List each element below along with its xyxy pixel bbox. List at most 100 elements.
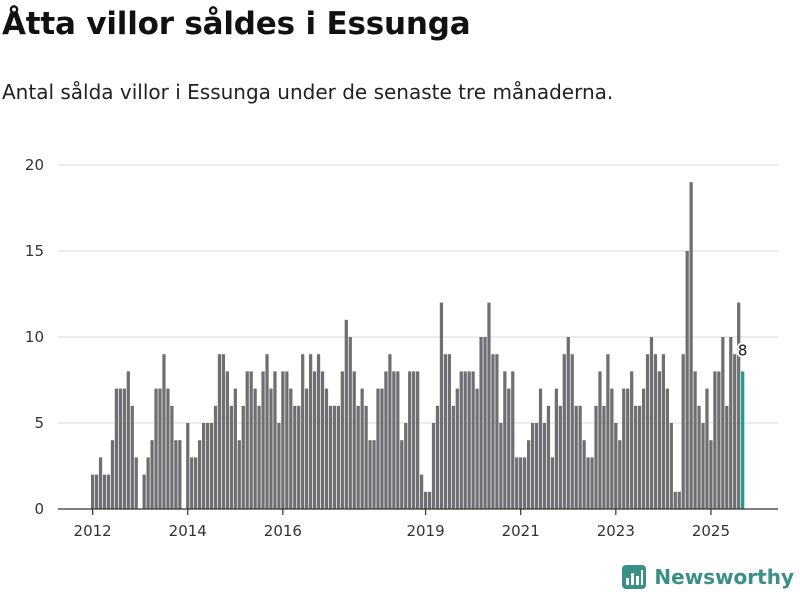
- bar: [305, 388, 309, 509]
- bar: [463, 371, 467, 509]
- bar: [618, 440, 622, 509]
- bar: [277, 423, 281, 509]
- bar: [630, 371, 634, 509]
- bar: [158, 388, 162, 509]
- bar: [142, 474, 146, 509]
- y-tick-label: 0: [34, 500, 44, 518]
- bar: [661, 354, 666, 509]
- brand-logo: Newsworthy: [622, 562, 794, 592]
- bar: [554, 388, 558, 509]
- bar: [507, 388, 511, 509]
- bar: [201, 423, 206, 509]
- bar: [110, 440, 115, 509]
- bar-chart: 0 5 10 15 20 2012 2014 2016 2019 2021 2023 2025 8: [25, 156, 778, 540]
- bar: [94, 474, 99, 509]
- bar: [645, 354, 650, 509]
- bar: [503, 371, 507, 509]
- bar: [665, 388, 669, 509]
- bar: [653, 354, 658, 509]
- bar: [316, 354, 321, 509]
- bar: [281, 371, 285, 509]
- bar: [713, 371, 717, 509]
- bar: [233, 388, 237, 509]
- bar: [154, 388, 158, 509]
- bar: [285, 371, 289, 509]
- bar: [348, 337, 352, 509]
- bar: [237, 440, 241, 509]
- bar: [649, 337, 654, 509]
- bar: [122, 388, 126, 509]
- bar: [677, 491, 681, 509]
- bar: [534, 423, 539, 509]
- bar: [245, 371, 249, 509]
- bar: [701, 423, 705, 509]
- bar: [416, 371, 420, 509]
- bar: [641, 388, 646, 509]
- x-tick-label: 2023: [597, 522, 635, 540]
- bar: [134, 457, 138, 509]
- bar: [312, 371, 317, 509]
- bar: [423, 491, 428, 509]
- bar: [408, 371, 412, 509]
- bar: [205, 423, 210, 509]
- bar: [673, 491, 677, 509]
- bar: [614, 423, 618, 509]
- bar: [368, 440, 372, 509]
- bar: [336, 405, 340, 509]
- bar: [637, 405, 642, 509]
- bar: [162, 354, 166, 509]
- y-tick-label: 15: [25, 242, 44, 260]
- bar: [98, 457, 103, 509]
- bar: [451, 405, 455, 509]
- bar: [523, 457, 527, 509]
- bar: [166, 388, 170, 509]
- bar: [209, 423, 214, 509]
- bar: [550, 457, 555, 509]
- bar: [693, 371, 697, 509]
- bar: [126, 371, 130, 509]
- bar: [471, 371, 475, 509]
- bar: [392, 371, 396, 509]
- bar: [495, 354, 499, 509]
- bar: [340, 371, 344, 509]
- bar: [178, 440, 182, 509]
- bar: [566, 337, 570, 509]
- bar: [427, 491, 432, 509]
- bar: [562, 354, 566, 509]
- bar: [431, 423, 436, 509]
- bar: [459, 371, 463, 509]
- bar: [542, 423, 547, 509]
- bar: [356, 405, 360, 509]
- bar: [114, 388, 119, 509]
- chart-title: Åtta villor såldes i Essunga: [2, 6, 471, 42]
- bar: [737, 302, 741, 509]
- bar: [229, 405, 233, 509]
- bar: [249, 371, 253, 509]
- bar: [301, 354, 305, 509]
- bar: [91, 474, 95, 509]
- bar: [344, 319, 348, 509]
- bar: [685, 251, 689, 509]
- bar: [590, 457, 594, 509]
- bar: [130, 405, 134, 509]
- bar: [174, 440, 178, 509]
- bar: [419, 474, 424, 509]
- bar: [606, 354, 610, 509]
- bar: [558, 405, 562, 509]
- bar: [118, 388, 122, 509]
- bar: [289, 388, 293, 509]
- bar: [146, 457, 150, 509]
- bar: [725, 405, 729, 509]
- bar: [443, 354, 448, 509]
- bar: [293, 405, 297, 509]
- bar: [705, 388, 709, 509]
- bar: [455, 388, 459, 509]
- bar: [491, 354, 495, 509]
- bar: [626, 388, 630, 509]
- data-label: 8: [738, 341, 748, 359]
- bar: [190, 457, 194, 509]
- chart-subtitle: Antal sålda villor i Essunga under de se…: [2, 80, 614, 104]
- bar: [435, 405, 440, 509]
- bar: [241, 405, 245, 509]
- bar: [261, 371, 265, 509]
